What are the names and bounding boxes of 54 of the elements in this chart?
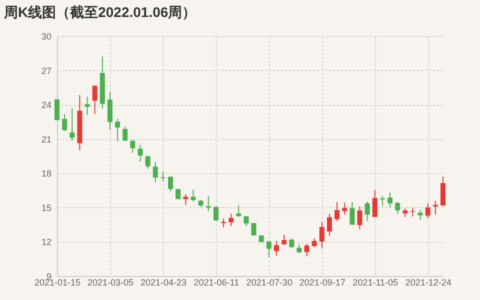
chart-title: 周K线图（截至2022.01.06周）: [2, 4, 196, 20]
candlestick: [213, 206, 218, 221]
candlestick: [266, 240, 272, 258]
candlestick: [304, 243, 310, 257]
x-tick-label: 2021-11-05: [352, 278, 398, 288]
candlestick: [388, 192, 393, 208]
candlestick: [138, 144, 143, 162]
x-tick-label: 2021-01-15: [34, 278, 81, 288]
y-tick-label: 12: [41, 237, 52, 248]
candlestick: [372, 189, 378, 218]
candlestick: [190, 188, 196, 202]
candlestick: [206, 196, 211, 212]
candlestick: [425, 202, 430, 219]
candlestick: [334, 201, 340, 222]
candlestick: [70, 108, 75, 142]
candlestick: [319, 222, 324, 249]
candlestick: [244, 216, 249, 227]
y-tick-label: 30: [41, 32, 52, 42]
x-tick-label: 2021-09-17: [299, 278, 346, 288]
candlestick: [380, 196, 385, 206]
y-tick-label: 18: [41, 168, 52, 179]
candlestick: [350, 201, 355, 226]
candlestick: [357, 206, 362, 230]
x-tick-label: 2021-07-30: [246, 278, 292, 288]
candlestick: [107, 91, 112, 130]
candlestick: [418, 209, 423, 221]
candlestick: [274, 240, 279, 256]
candlestick: [152, 161, 158, 184]
x-tick-label: 2021-12-24: [405, 278, 452, 288]
candlestick: [122, 126, 128, 142]
candlestick: [130, 139, 136, 154]
y-tick-label: 21: [41, 134, 52, 144]
candlestick: [282, 234, 287, 246]
candlestick: [432, 200, 438, 216]
x-tick-label: 2021-03-05: [87, 278, 134, 288]
candlestick: [342, 202, 348, 216]
candlestick: [145, 156, 150, 170]
candlestick: [228, 213, 234, 227]
y-tick-label: 15: [41, 202, 52, 213]
candlestick: [168, 176, 174, 192]
candlestick: [364, 201, 370, 222]
candlestick: [440, 176, 446, 206]
candlestick: [251, 222, 256, 236]
candlestick: [92, 85, 98, 114]
candlestick: [395, 201, 400, 214]
y-tick-label: 24: [41, 100, 52, 110]
candlestick: [115, 118, 120, 142]
candlestick: [62, 113, 68, 132]
x-tick-label: 2021-04-23: [140, 278, 186, 288]
x-tick-label: 2021-06-11: [194, 278, 240, 288]
y-tick-label: 27: [41, 66, 52, 76]
candlestick: [84, 96, 90, 116]
candlestick: [289, 238, 294, 249]
candlestick: [326, 213, 332, 236]
